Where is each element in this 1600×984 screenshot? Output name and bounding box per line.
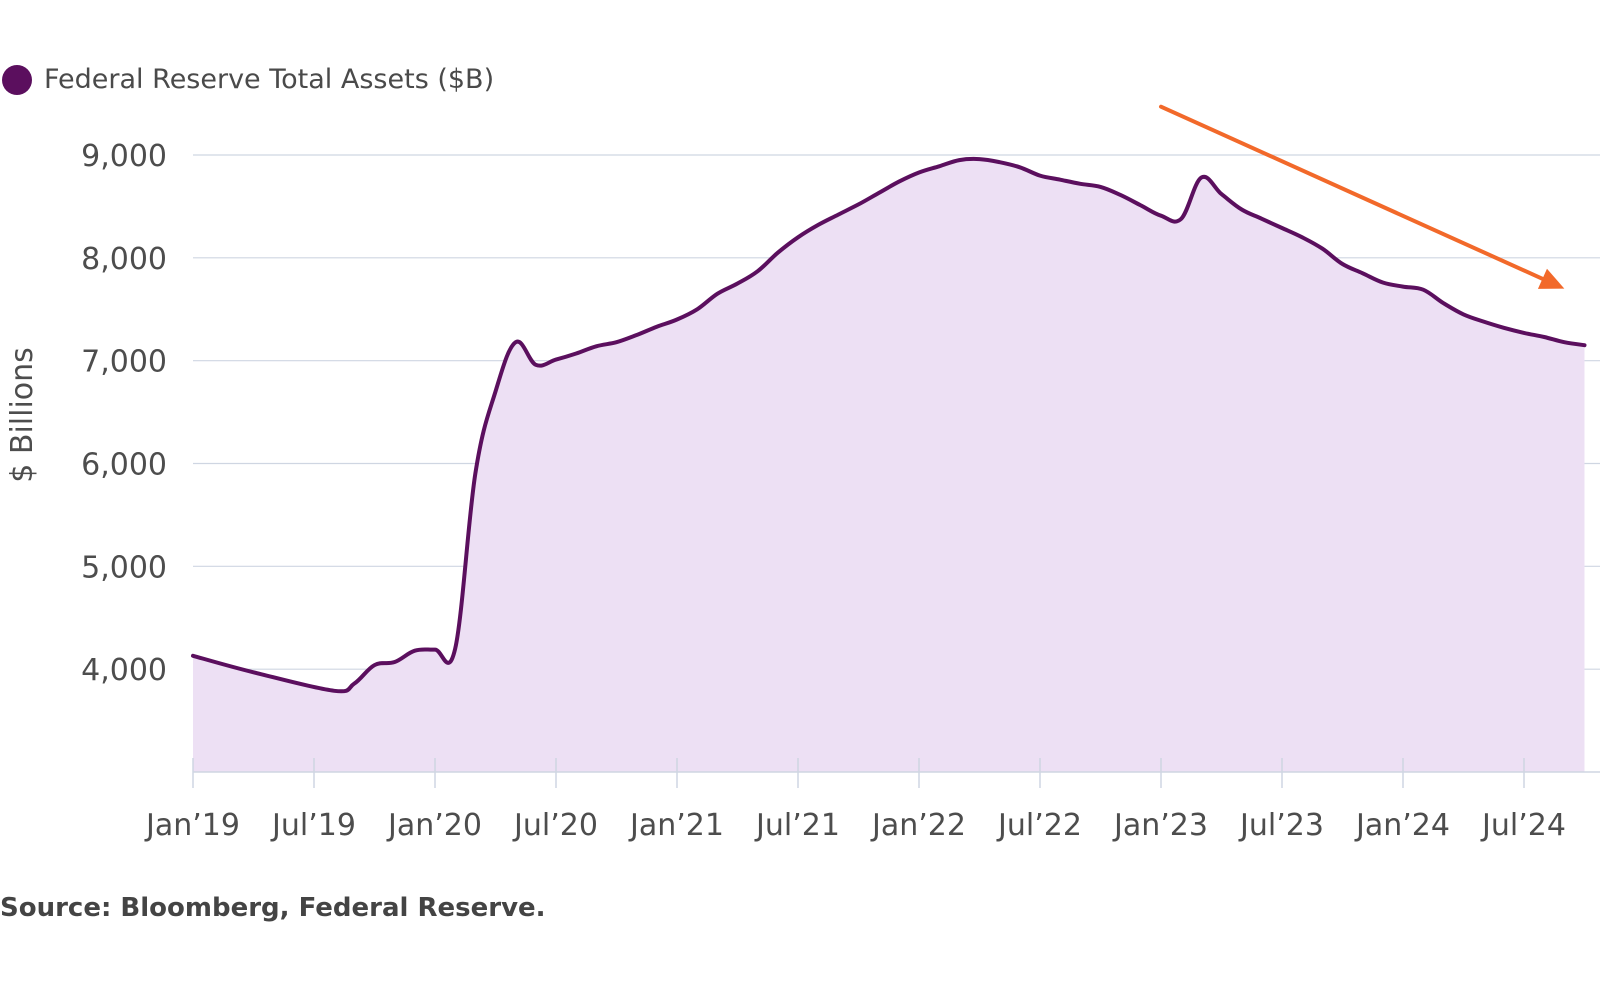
y-axis-label: $ Billions	[5, 347, 40, 483]
x-tick-label: Jul’24	[1480, 808, 1566, 843]
x-tick-label: Jul’21	[754, 808, 840, 843]
x-tick-label: Jan’20	[386, 808, 482, 843]
series-line	[191, 156, 1587, 694]
legend: Federal Reserve Total Assets ($B)	[2, 64, 494, 95]
x-tick-label: Jan’21	[628, 808, 724, 843]
y-tick-label: 8,000	[81, 242, 167, 277]
x-tick-label: Jan’23	[1112, 808, 1208, 843]
legend-label: Federal Reserve Total Assets ($B)	[44, 64, 495, 95]
y-tick-label: 6,000	[81, 448, 167, 483]
x-tick-label: Jan’19	[144, 808, 240, 843]
x-tick-label: Jul’19	[270, 808, 356, 843]
y-tick-label: 4,000	[81, 653, 167, 688]
y-tick-label: 9,000	[81, 139, 167, 174]
trend-arrow-head-icon	[1537, 268, 1565, 289]
trend-arrow-line	[1159, 104, 1545, 281]
x-tick-label: Jan’24	[1354, 808, 1450, 843]
x-tick-label: Jul’22	[996, 808, 1082, 843]
source-note: Source: Bloomberg, Federal Reserve.	[0, 893, 546, 923]
series-area	[193, 158, 1585, 773]
y-tick-label: 7,000	[81, 345, 167, 380]
legend-swatch-icon	[2, 64, 32, 95]
x-tick-label: Jul’23	[1238, 808, 1324, 843]
x-tick-label: Jul’20	[512, 808, 598, 843]
y-tick-label: 5,000	[81, 550, 167, 585]
x-tick-label: Jan’22	[870, 808, 966, 843]
